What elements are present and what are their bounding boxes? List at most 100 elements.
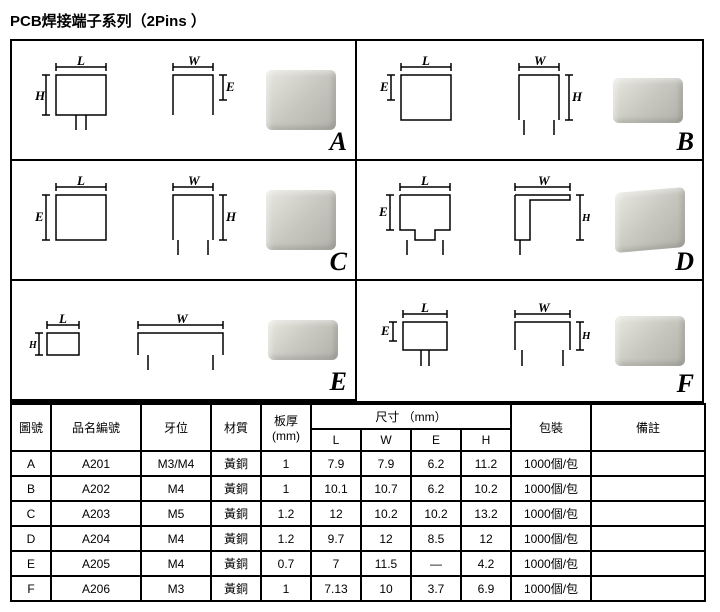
variant-label-b: B — [677, 127, 694, 157]
th-thread: 牙位 — [141, 404, 211, 451]
cell-pack: 1000個/包 — [511, 576, 591, 601]
cell-W: 11.5 — [361, 551, 411, 576]
th-partno: 品名編號 — [51, 404, 141, 451]
table-row: EA205M4黃銅0.7711.5—4.21000個/包 — [11, 551, 705, 576]
cell-pack: 1000個/包 — [511, 526, 591, 551]
photo-d — [615, 187, 685, 253]
cell-rem — [591, 576, 705, 601]
cell-E: — — [411, 551, 461, 576]
cell-H: 4.2 — [461, 551, 511, 576]
cell-rem — [591, 451, 705, 476]
th-remark: 備註 — [591, 404, 705, 451]
cell-part: A201 — [51, 451, 141, 476]
cell-W: 10 — [361, 576, 411, 601]
table-row: BA202M4黃銅110.110.76.210.21000個/包 — [11, 476, 705, 501]
th-h: H — [461, 429, 511, 451]
svg-text:E: E — [378, 204, 388, 219]
table-row: AA201M3/M4黃銅17.97.96.211.21000個/包 — [11, 451, 705, 476]
cell-L: 7 — [311, 551, 361, 576]
cell-fig: B — [11, 476, 51, 501]
cell-mat: 黃銅 — [211, 576, 261, 601]
svg-text:H: H — [571, 89, 583, 104]
variant-label-f: F — [677, 369, 694, 399]
svg-text:E: E — [380, 323, 390, 338]
cell-H: 13.2 — [461, 501, 511, 526]
cell-mat: 黃銅 — [211, 526, 261, 551]
cell-E: 3.7 — [411, 576, 461, 601]
cell-rem — [591, 551, 705, 576]
cell-pack: 1000個/包 — [511, 551, 591, 576]
cell-H: 11.2 — [461, 451, 511, 476]
table-row: FA206M3黃銅17.13103.76.91000個/包 — [11, 576, 705, 601]
diagram-front-d: L E — [375, 175, 475, 265]
cell-part: A206 — [51, 576, 141, 601]
photo-a — [266, 70, 336, 130]
cell-fig: D — [11, 526, 51, 551]
svg-text:L: L — [420, 300, 429, 315]
cell-thread: M3/M4 — [141, 451, 211, 476]
cell-W: 7.9 — [361, 451, 411, 476]
table-header: 圖號 品名編號 牙位 材質 板厚(mm) 尺寸 （mm） 包裝 備註 L W E… — [11, 404, 705, 451]
cell-L: 10.1 — [311, 476, 361, 501]
cell-pack: 1000個/包 — [511, 451, 591, 476]
cell-E: 6.2 — [411, 451, 461, 476]
svg-text:H: H — [225, 209, 237, 224]
variant-cell-e: L H W E — [12, 281, 357, 401]
diagram-side-a: W E — [158, 55, 238, 145]
cell-thread: M4 — [141, 551, 211, 576]
svg-text:E: E — [225, 79, 235, 94]
th-thickness: 板厚(mm) — [261, 404, 311, 451]
cell-part: A204 — [51, 526, 141, 551]
cell-fig: A — [11, 451, 51, 476]
page-title: PCB焊接端子系列（2Pins ） — [10, 10, 710, 31]
th-material: 材質 — [211, 404, 261, 451]
cell-E: 10.2 — [411, 501, 461, 526]
cell-H: 6.9 — [461, 576, 511, 601]
variant-cell-b: L E W H B — [357, 41, 702, 161]
cell-L: 7.13 — [311, 576, 361, 601]
cell-th: 1.2 — [261, 501, 311, 526]
th-dim: 尺寸 （mm） — [311, 404, 511, 429]
photo-e — [268, 320, 338, 360]
cell-thread: M4 — [141, 476, 211, 501]
th-e: E — [411, 429, 461, 451]
cell-rem — [591, 526, 705, 551]
cell-H: 10.2 — [461, 476, 511, 501]
table-row: CA203M5黃銅1.21210.210.213.21000個/包 — [11, 501, 705, 526]
variant-label-a: A — [330, 127, 347, 157]
svg-text:L: L — [58, 311, 67, 326]
cell-part: A205 — [51, 551, 141, 576]
cell-th: 1 — [261, 476, 311, 501]
cell-rem — [591, 501, 705, 526]
th-packing: 包裝 — [511, 404, 591, 451]
diagram-front-e: L H — [29, 295, 99, 385]
variant-cell-f: L E W H F — [357, 281, 702, 401]
svg-text:H: H — [581, 330, 590, 342]
cell-mat: 黃銅 — [211, 501, 261, 526]
svg-text:L: L — [420, 175, 429, 188]
variant-label-e: E — [330, 367, 347, 397]
cell-thread: M4 — [141, 526, 211, 551]
table-row: DA204M4黃銅1.29.7128.5121000個/包 — [11, 526, 705, 551]
diagram-side-b: W H — [504, 55, 584, 145]
diagram-side-c: W H — [158, 175, 238, 265]
diagram-side-d: W H — [500, 175, 590, 265]
variant-cell-c: L E W H C — [12, 161, 357, 281]
th-w: W — [361, 429, 411, 451]
diagram-front-a: L H — [31, 55, 131, 145]
variant-label-c: C — [330, 247, 347, 277]
variant-cell-a: L H W E A — [12, 41, 357, 161]
svg-text:W: W — [538, 175, 551, 188]
cell-pack: 1000個/包 — [511, 501, 591, 526]
cell-th: 0.7 — [261, 551, 311, 576]
spec-table: 圖號 品名編號 牙位 材質 板厚(mm) 尺寸 （mm） 包裝 備註 L W E… — [10, 403, 706, 602]
photo-c — [266, 190, 336, 250]
th-figno: 圖號 — [11, 404, 51, 451]
cell-W: 10.2 — [361, 501, 411, 526]
cell-part: A202 — [51, 476, 141, 501]
diagram-front-f: L E — [375, 296, 475, 386]
photo-f — [615, 316, 685, 366]
cell-rem — [591, 476, 705, 501]
cell-fig: F — [11, 576, 51, 601]
svg-text:W: W — [538, 300, 551, 315]
